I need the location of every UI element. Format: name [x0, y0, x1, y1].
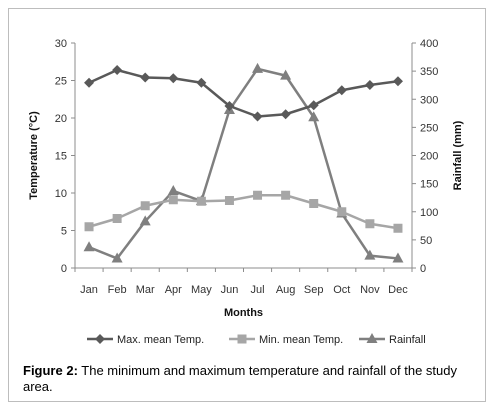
- x-axis-title: Months: [224, 307, 263, 319]
- y-left-tick-label: 5: [61, 226, 67, 238]
- y-left-tick-label: 20: [55, 113, 67, 125]
- data-point-square: [84, 222, 94, 232]
- series-line-diamond: [88, 68, 399, 118]
- x-tick-label: Nov: [360, 284, 380, 296]
- x-tick-label: Oct: [333, 284, 350, 296]
- legend-marker: [237, 334, 247, 344]
- y-right-tick-label: 200: [420, 151, 438, 163]
- y-right-tick-label: 300: [420, 94, 438, 106]
- y-axis-left-title: Temperature (°C): [28, 111, 40, 200]
- legend-marker: [366, 333, 378, 343]
- data-point-triangle: [252, 62, 264, 73]
- x-tick-label: Feb: [108, 284, 127, 296]
- x-tick-label: Sep: [304, 284, 324, 296]
- data-point-diamond: [196, 77, 207, 88]
- data-point-triangle: [308, 111, 320, 122]
- x-tick-label: Apr: [165, 284, 182, 296]
- x-tick-label: Jan: [80, 284, 98, 296]
- legend-entry-label: Min. mean Temp.: [259, 334, 343, 346]
- legend-marker: [95, 334, 105, 344]
- data-point-diamond: [308, 100, 319, 111]
- data-point-diamond: [336, 85, 347, 96]
- caption-label: Figure 2:: [23, 363, 78, 378]
- data-point-diamond: [112, 65, 123, 75]
- data-point-square: [281, 190, 291, 200]
- data-point-square: [309, 199, 319, 208]
- data-point-square: [337, 207, 347, 217]
- legend-entry-label: Max. mean Temp.: [117, 334, 204, 346]
- data-point-square: [253, 190, 263, 200]
- data-point-diamond: [364, 80, 375, 90]
- data-point-diamond: [168, 73, 179, 84]
- data-point-diamond: [252, 111, 263, 122]
- series-line-triangle: [88, 67, 399, 260]
- y-left-tick-label: 15: [55, 151, 67, 163]
- y-left-tick-label: 25: [55, 76, 67, 88]
- data-point-triangle: [364, 249, 376, 260]
- data-point-diamond: [140, 72, 151, 83]
- x-tick-label: Mar: [136, 284, 155, 296]
- data-point-triangle: [111, 252, 123, 263]
- figure-panel: 0 5 10 15 20 25 30 0 50 100 150 200 250 300 350 400 Jan F…: [8, 8, 486, 402]
- data-point-diamond: [280, 109, 291, 120]
- legend: Max. mean Temp. Min. mean Temp. Rainfall: [87, 333, 426, 346]
- y-right-tick-label: 50: [420, 235, 432, 247]
- series-line-square: [88, 194, 399, 230]
- caption-text: The minimum and maximum temperature and …: [23, 363, 458, 394]
- figure-caption: Figure 2: The minimum and maximum temper…: [23, 363, 479, 395]
- data-point-diamond: [224, 101, 235, 111]
- x-tick-label: Aug: [276, 284, 296, 296]
- data-point-diamond: [392, 76, 403, 87]
- y-right-tick-label: 100: [420, 207, 438, 219]
- data-point-square: [365, 219, 375, 229]
- data-point-triangle: [167, 184, 179, 195]
- y-left-tick-label: 10: [55, 188, 67, 200]
- data-point-diamond: [84, 77, 95, 88]
- y-axis-right-title: Rainfall (mm): [452, 120, 464, 190]
- data-point-triangle: [392, 252, 404, 263]
- y-right-tick-label: 350: [420, 66, 438, 78]
- data-point-triangle: [139, 215, 151, 226]
- x-tick-label: Dec: [388, 284, 408, 296]
- y-left-tick-label: 30: [55, 38, 67, 50]
- data-point-square: [393, 223, 403, 233]
- y-left-tick-label: 0: [61, 263, 67, 275]
- legend-entry-label: Rainfall: [389, 334, 426, 346]
- y-right-tick-label: 400: [420, 38, 438, 50]
- data-point-triangle: [280, 69, 292, 80]
- data-point-square: [224, 196, 234, 205]
- data-point-square: [112, 214, 122, 223]
- data-point-square: [168, 195, 178, 205]
- y-right-tick-label: 150: [420, 179, 438, 191]
- data-point-triangle: [83, 241, 95, 252]
- x-tick-label: Jun: [221, 284, 239, 296]
- x-tick-label: May: [191, 284, 212, 296]
- x-tick-label: Jul: [251, 284, 265, 296]
- data-point-square: [196, 196, 206, 206]
- y-right-tick-label: 0: [420, 263, 426, 275]
- data-point-square: [140, 201, 150, 211]
- series-layer: [83, 62, 404, 263]
- y-right-tick-label: 250: [420, 122, 438, 134]
